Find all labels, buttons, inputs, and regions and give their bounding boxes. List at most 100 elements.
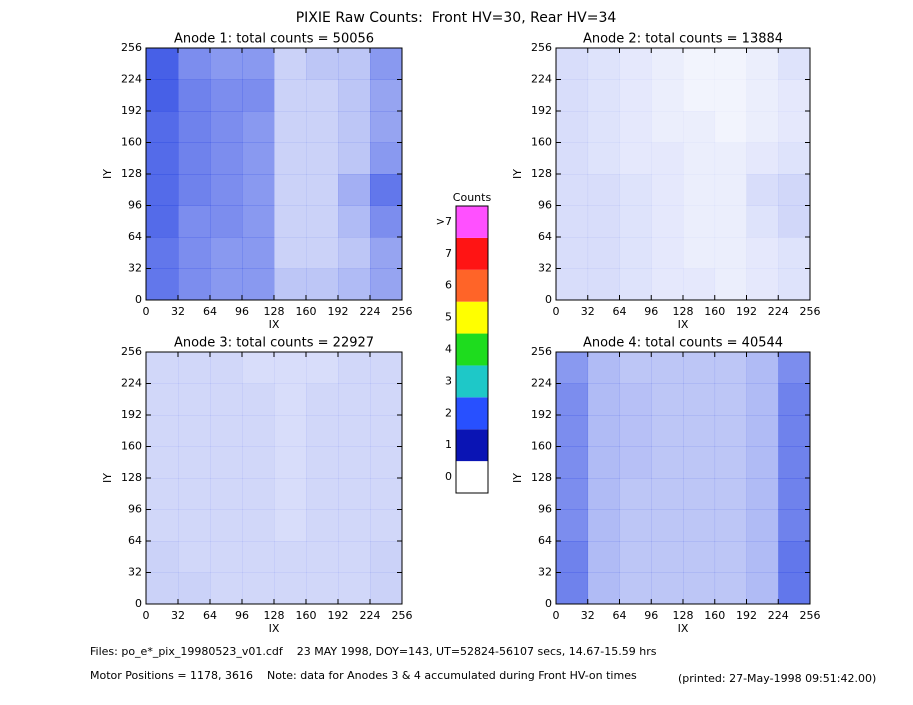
y-tick-label: 64 (538, 534, 552, 547)
heatmap-cell (714, 205, 747, 238)
x-tick-label: 32 (171, 305, 185, 318)
heatmap-cell (556, 446, 589, 479)
heatmap-cell (587, 478, 620, 510)
x-axis-label: IX (269, 622, 280, 635)
heatmap-cell (651, 478, 684, 510)
heatmap-cell (556, 268, 589, 301)
heatmap-cell (338, 572, 371, 605)
x-axis-label: IX (678, 318, 689, 331)
heatmap-cell (178, 237, 211, 269)
heatmap-cell (274, 572, 307, 605)
heatmap-cell (178, 174, 211, 206)
heatmap-cell (146, 541, 179, 573)
heatmap-cell (587, 205, 620, 238)
heatmap-cell (651, 174, 684, 206)
x-tick-label: 32 (581, 305, 595, 318)
colorbar-label: 4 (445, 343, 452, 356)
heatmap-cell (714, 509, 747, 542)
y-tick-label: 64 (128, 534, 142, 547)
heatmap-cell (338, 48, 371, 80)
heatmap-cell (746, 79, 779, 112)
heatmap-cell (683, 446, 716, 479)
heatmap-cell (370, 446, 403, 479)
heatmap-cell (683, 383, 716, 416)
colorbar-swatch (456, 333, 488, 366)
y-tick-label: 192 (531, 408, 552, 421)
y-tick-label: 0 (545, 597, 552, 610)
heatmap-cell (778, 572, 811, 605)
heatmap-cell (651, 509, 684, 542)
y-tick-label: 64 (538, 230, 552, 243)
x-tick-label: 160 (704, 609, 725, 622)
y-tick-label: 192 (121, 104, 142, 117)
y-axis-label: IY (101, 169, 114, 179)
heatmap-cell (587, 48, 620, 80)
heatmap-cell (683, 48, 716, 80)
heatmap-cell (587, 446, 620, 479)
heatmap-cell (306, 142, 339, 175)
heatmap-cell (746, 111, 779, 143)
heatmap-cell (146, 478, 179, 510)
y-tick-label: 64 (128, 230, 142, 243)
colorbar-label: 2 (445, 406, 452, 419)
heatmap-cell (556, 142, 589, 175)
x-tick-label: 32 (581, 609, 595, 622)
heatmap-cell (242, 268, 275, 301)
heatmap-cell (746, 415, 779, 447)
heatmap-cell (619, 205, 652, 238)
y-tick-label: 32 (538, 566, 552, 579)
y-tick-label: 128 (121, 471, 142, 484)
y-tick-label: 96 (128, 199, 142, 212)
heatmap-cell (556, 79, 589, 112)
heatmap-cell (714, 352, 747, 384)
heatmap-cell (683, 79, 716, 112)
heatmap-cell (210, 541, 243, 573)
x-tick-label: 160 (704, 305, 725, 318)
x-tick-label: 64 (613, 609, 627, 622)
heatmap-cell (242, 48, 275, 80)
heatmap-cell (306, 48, 339, 80)
x-tick-label: 128 (673, 609, 694, 622)
y-tick-label: 32 (538, 262, 552, 275)
heatmap-cell (146, 352, 179, 384)
colorbar-label: 7 (445, 247, 452, 260)
heatmap-cell (714, 415, 747, 447)
heatmap-cell (178, 478, 211, 510)
colorbar-label: >7 (436, 215, 452, 228)
heatmap-cell (274, 205, 307, 238)
heatmap-cell (619, 268, 652, 301)
heatmap-cell (370, 415, 403, 447)
heatmap-cell (146, 572, 179, 605)
heatmap-cell (178, 352, 211, 384)
heatmap-cell (651, 142, 684, 175)
heatmap-cell (210, 268, 243, 301)
heatmap-cell (370, 572, 403, 605)
heatmap-cell (778, 48, 811, 80)
heatmap-cell (714, 572, 747, 605)
heatmap-cell (306, 79, 339, 112)
x-tick-label: 224 (768, 609, 789, 622)
heatmap-cell (651, 79, 684, 112)
heatmap-cell (146, 237, 179, 269)
heatmap-cell (306, 352, 339, 384)
y-tick-label: 160 (531, 136, 552, 149)
heatmap-cell (619, 111, 652, 143)
heatmap-cell (178, 205, 211, 238)
colorbar-label: 1 (445, 438, 452, 451)
y-tick-label: 224 (121, 73, 142, 86)
heatmap-cell (274, 415, 307, 447)
heatmap-cell (242, 79, 275, 112)
heatmap-cell (242, 415, 275, 447)
heatmap-cell (746, 446, 779, 479)
heatmap-cell (146, 383, 179, 416)
x-tick-label: 96 (235, 305, 249, 318)
heatmap-cell (178, 268, 211, 301)
heatmap-cell (370, 142, 403, 175)
x-tick-label: 192 (736, 609, 757, 622)
x-tick-label: 256 (800, 305, 821, 318)
heatmap-cell (274, 509, 307, 542)
heatmap-cell (370, 237, 403, 269)
x-tick-label: 0 (143, 305, 150, 318)
x-tick-label: 224 (768, 305, 789, 318)
heatmap-cell (714, 48, 747, 80)
